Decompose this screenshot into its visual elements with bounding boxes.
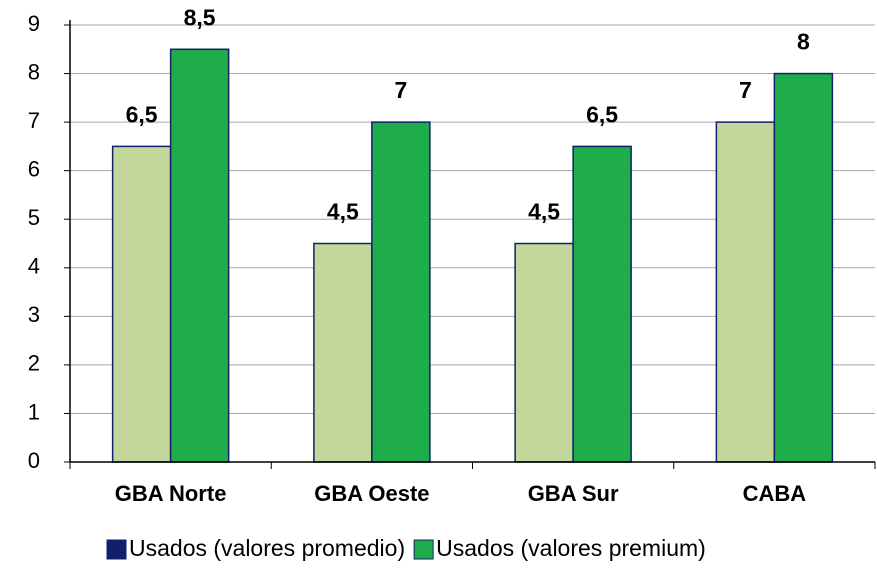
value-label: 8	[797, 29, 810, 55]
y-tick-label: 8	[28, 59, 40, 84]
value-label: 7	[394, 77, 407, 103]
legend: Usados (valores promedio) Usados (valores…	[106, 535, 706, 561]
bar	[313, 242, 373, 463]
x-tick-label: GBA Sur	[528, 481, 619, 506]
value-label: 6,5	[126, 101, 158, 127]
y-tick-label: 7	[28, 108, 40, 133]
y-tick-label: 0	[28, 448, 40, 473]
y-tick-label: 5	[28, 205, 40, 230]
legend-label: Usados (valores promedio)	[129, 535, 405, 561]
bar	[111, 145, 172, 463]
value-label: 4,5	[327, 199, 359, 225]
value-label: 7	[739, 77, 752, 103]
x-tick-label: GBA Norte	[115, 481, 227, 506]
value-label: 6,5	[586, 101, 618, 127]
y-tick-label: 9	[28, 11, 40, 36]
bar	[169, 48, 230, 463]
legend-marker	[106, 539, 127, 560]
bar	[773, 72, 834, 463]
bar	[572, 145, 632, 463]
value-label: 8,5	[184, 4, 216, 30]
bar	[371, 121, 431, 463]
x-tick-label: GBA Oeste	[314, 481, 429, 506]
y-tick-label: 2	[28, 351, 40, 376]
legend-marker	[413, 539, 434, 560]
y-tick-label: 6	[28, 156, 40, 181]
legend-label: Usados (valores premium)	[436, 535, 706, 561]
bar	[514, 242, 574, 463]
bar	[715, 121, 776, 463]
x-tick-label: CABA	[743, 481, 807, 506]
y-tick-label: 1	[28, 399, 40, 424]
y-tick-label: 4	[28, 254, 40, 279]
value-label: 4,5	[528, 199, 560, 225]
y-tick-label: 3	[28, 302, 40, 327]
